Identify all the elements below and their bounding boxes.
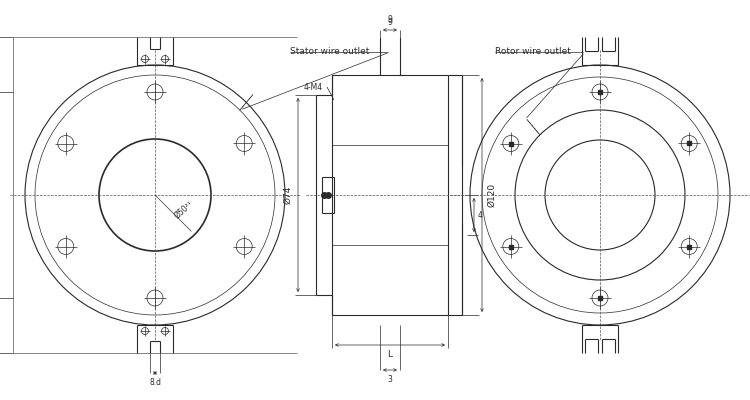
Text: 4-M4: 4-M4	[304, 82, 323, 92]
Text: Ø120: Ø120	[488, 183, 496, 207]
Text: 9: 9	[388, 15, 392, 24]
Text: Stator wire outlet: Stator wire outlet	[290, 48, 369, 56]
Text: L: L	[388, 350, 392, 359]
Text: Ø50²¹: Ø50²¹	[173, 199, 195, 221]
Text: 8.d: 8.d	[149, 378, 161, 387]
Text: 4: 4	[478, 210, 483, 220]
Text: 9: 9	[388, 18, 392, 27]
Text: Ø74: Ø74	[284, 186, 292, 204]
Text: Rotor wire outlet: Rotor wire outlet	[495, 48, 571, 56]
Text: 3: 3	[388, 375, 392, 384]
